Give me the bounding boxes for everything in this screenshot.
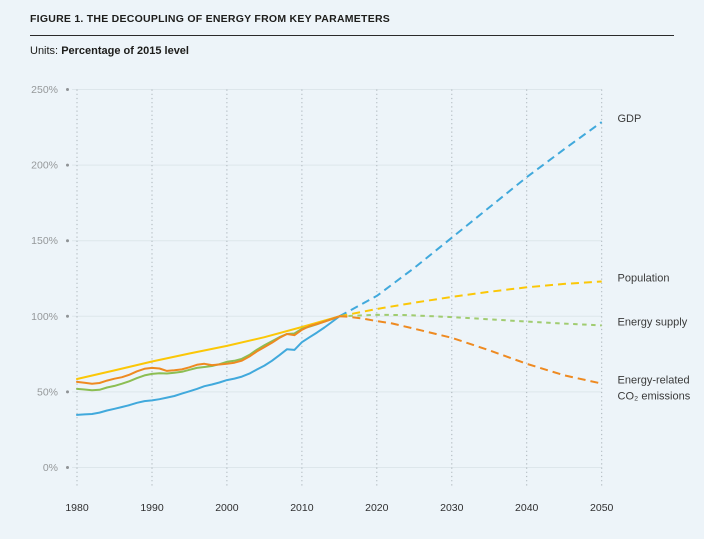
y-tick-dot (66, 163, 69, 167)
y-tick-label: 50% (37, 386, 58, 398)
y-tick-label: 150% (31, 235, 58, 247)
series-population-history-line (76, 315, 341, 380)
series-label-co2-emissions: CO₂ emissions (618, 391, 691, 403)
units-value: Percentage of 2015 level (61, 45, 189, 57)
x-tick-label: 2050 (590, 502, 614, 514)
y-tick-label: 200% (31, 160, 58, 172)
y-tick-dot (66, 466, 69, 469)
series-label-co2-emissions: Energy-related (618, 375, 690, 387)
y-tick-dot (66, 88, 69, 91)
x-tick-label: 1980 (65, 502, 89, 514)
series-label-population: Population (618, 273, 670, 285)
series-label-gdp: GDP (618, 113, 642, 125)
y-tick-dot (66, 239, 69, 243)
x-tick-label: 2020 (365, 502, 389, 514)
series-population-projection-line (339, 280, 602, 318)
series-gdp-projection-line (338, 121, 603, 318)
title-rule (30, 35, 674, 36)
y-tick-dot (66, 314, 69, 318)
series-co2-emissions-projection-line (339, 315, 602, 385)
series-label-energy-supply: Energy supply (618, 316, 688, 328)
x-tick-label: 1990 (140, 502, 164, 514)
series-gdp-history-line (76, 315, 341, 416)
series-energy-supply-history-line (76, 315, 341, 392)
y-tick-dot (66, 390, 69, 394)
figure-title: FIGURE 1. THE DECOUPLING OF ENERGY FROM … (30, 13, 391, 25)
y-tick-label: 250% (31, 84, 58, 96)
x-tick-label: 2040 (515, 502, 539, 514)
y-tick-label: 100% (31, 311, 58, 323)
units-label: Units: (30, 45, 59, 57)
x-tick-label: 2030 (440, 502, 464, 514)
x-tick-label: 2010 (290, 502, 314, 514)
x-tick-label: 2000 (215, 502, 239, 514)
series-co2-emissions-history-line (76, 315, 341, 385)
series-energy-supply-projection-line (339, 313, 602, 327)
units-line: Units: Percentage of 2015 level (30, 45, 189, 57)
y-tick-label: 0% (43, 462, 58, 474)
